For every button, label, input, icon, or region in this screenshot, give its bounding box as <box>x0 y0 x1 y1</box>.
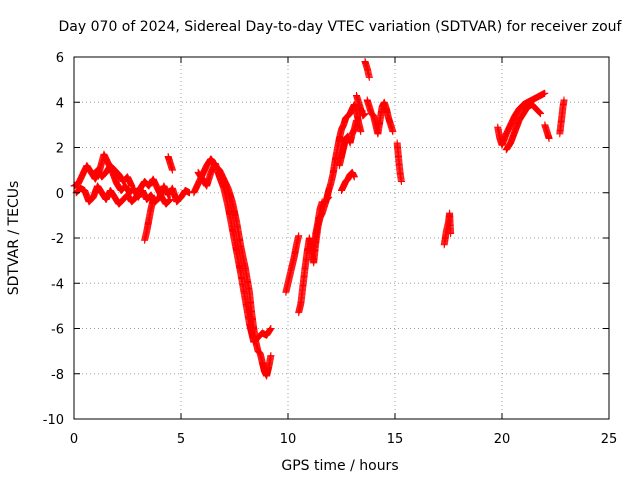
data-point <box>361 110 369 118</box>
data-point <box>360 111 368 119</box>
data-points <box>70 58 568 380</box>
data-point <box>389 128 397 136</box>
y-tick-label: -4 <box>51 277 64 292</box>
y-tick-label: 2 <box>56 142 64 157</box>
x-tick-label: 15 <box>387 432 404 447</box>
data-point <box>168 166 176 174</box>
data-point <box>447 229 455 237</box>
y-tick-label: -6 <box>51 323 64 338</box>
x-tick-label: 5 <box>177 432 185 447</box>
data-point <box>397 177 405 185</box>
x-tick-label: 0 <box>70 432 78 447</box>
y-axis-title: SDTVAR / TECUs <box>6 181 22 296</box>
y-tick-label: -10 <box>43 413 64 428</box>
x-tick-label: 25 <box>601 432 618 447</box>
data-point <box>267 352 275 360</box>
data-point <box>359 111 367 119</box>
grid-lines <box>74 57 609 419</box>
data-point <box>128 182 136 190</box>
data-point <box>166 196 174 204</box>
data-point <box>267 325 275 332</box>
data-point <box>537 110 545 118</box>
x-tick-label: 20 <box>494 432 511 447</box>
data-point <box>365 73 373 81</box>
data-point <box>541 89 549 97</box>
data-point <box>560 96 568 104</box>
x-axis-title: GPS time / hours <box>281 458 398 474</box>
y-tick-label: -8 <box>51 368 64 383</box>
data-point <box>361 110 369 118</box>
axis-ticks: 0 5 10 15 20 25 -10 -8 -6 -4 -2 0 2 4 6 <box>43 51 618 447</box>
y-tick-label: 4 <box>56 96 64 111</box>
data-point <box>352 116 360 124</box>
y-tick-label: -2 <box>51 232 64 247</box>
data-point <box>545 134 553 142</box>
data-point <box>318 198 326 206</box>
y-tick-label: 6 <box>56 51 64 66</box>
data-point <box>357 128 365 136</box>
data-point <box>350 173 358 181</box>
data-point <box>295 232 303 240</box>
y-tick-label: 0 <box>56 187 64 202</box>
data-point <box>149 196 157 204</box>
chart-title: Day 070 of 2024, Sidereal Day-to-day VTE… <box>59 19 623 35</box>
x-tick-label: 10 <box>280 432 297 447</box>
